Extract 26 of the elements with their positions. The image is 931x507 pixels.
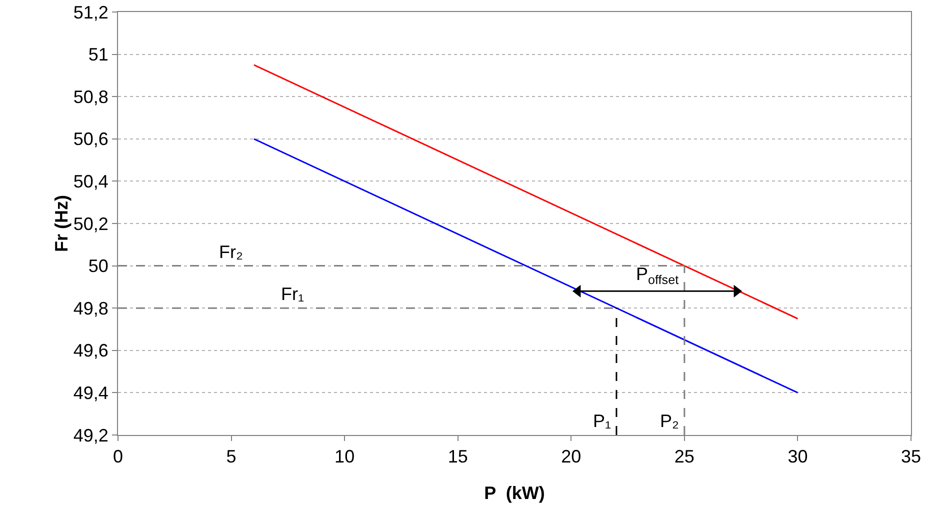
y-tick-label: 49,4 bbox=[73, 383, 108, 403]
y-tick-label: 49,8 bbox=[73, 298, 108, 318]
x-axis-title: P (kW) bbox=[484, 483, 545, 503]
y-tick-label: 50,6 bbox=[73, 129, 108, 150]
y-tick-label: 49,6 bbox=[73, 340, 108, 361]
y-tick-label: 51 bbox=[88, 44, 108, 65]
annotation: Fr₁ bbox=[281, 284, 304, 304]
x-tick-label: 15 bbox=[448, 446, 468, 467]
annotation: P₁ bbox=[593, 411, 612, 431]
y-tick-label: 51,2 bbox=[73, 2, 108, 22]
y-tick-label: 50,8 bbox=[73, 86, 108, 107]
annotation: P₂ bbox=[660, 411, 680, 431]
x-tick-label: 5 bbox=[226, 446, 236, 467]
annotation: P$_{offset}$ bbox=[636, 264, 680, 287]
x-tick-label: 30 bbox=[788, 446, 808, 467]
x-tick-label: 0 bbox=[112, 446, 124, 467]
annotation: Fr₂ bbox=[219, 242, 243, 262]
y-axis-title: Fr (Hz) bbox=[51, 195, 72, 252]
x-tick-label: 35 bbox=[900, 446, 922, 467]
y-tick-label: 50,2 bbox=[73, 214, 108, 234]
x-tick-label: 20 bbox=[561, 446, 582, 467]
x-tick-label: 25 bbox=[674, 446, 694, 467]
y-tick-label: 49,2 bbox=[73, 425, 108, 446]
x-tick-label: 10 bbox=[334, 446, 355, 467]
y-tick-label: 50 bbox=[88, 256, 108, 276]
y-tick-label: 50,4 bbox=[73, 172, 108, 192]
